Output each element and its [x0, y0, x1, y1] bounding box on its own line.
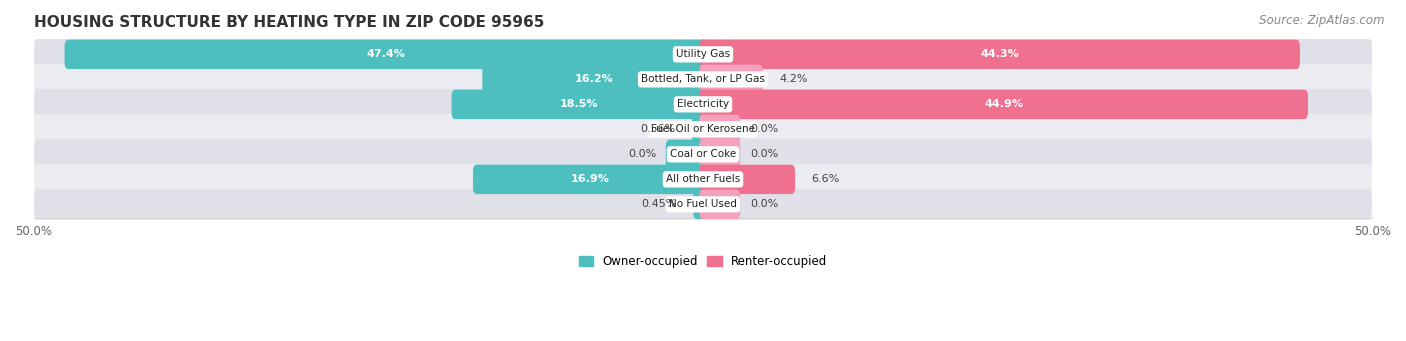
- FancyBboxPatch shape: [699, 90, 1308, 119]
- Text: 16.2%: 16.2%: [575, 74, 614, 84]
- Text: No Fuel Used: No Fuel Used: [669, 199, 737, 209]
- Text: 44.3%: 44.3%: [980, 49, 1019, 59]
- FancyBboxPatch shape: [699, 40, 1301, 69]
- Text: Utility Gas: Utility Gas: [676, 49, 730, 59]
- Text: 44.9%: 44.9%: [984, 99, 1024, 109]
- FancyBboxPatch shape: [65, 40, 707, 69]
- FancyBboxPatch shape: [699, 139, 740, 169]
- FancyBboxPatch shape: [472, 165, 707, 194]
- FancyBboxPatch shape: [34, 39, 1372, 70]
- Text: 4.2%: 4.2%: [779, 74, 808, 84]
- FancyBboxPatch shape: [699, 65, 763, 94]
- FancyBboxPatch shape: [482, 65, 707, 94]
- FancyBboxPatch shape: [34, 164, 1372, 195]
- FancyBboxPatch shape: [34, 89, 1372, 120]
- Text: 16.9%: 16.9%: [571, 174, 609, 184]
- FancyBboxPatch shape: [699, 115, 740, 144]
- Text: Bottled, Tank, or LP Gas: Bottled, Tank, or LP Gas: [641, 74, 765, 84]
- FancyBboxPatch shape: [699, 190, 740, 219]
- Text: 6.6%: 6.6%: [811, 174, 839, 184]
- FancyBboxPatch shape: [693, 190, 707, 219]
- FancyBboxPatch shape: [34, 64, 1372, 95]
- Text: All other Fuels: All other Fuels: [666, 174, 740, 184]
- Text: 0.0%: 0.0%: [628, 149, 657, 159]
- Text: 18.5%: 18.5%: [560, 99, 599, 109]
- FancyBboxPatch shape: [34, 114, 1372, 145]
- Text: Coal or Coke: Coal or Coke: [669, 149, 737, 159]
- Text: HOUSING STRUCTURE BY HEATING TYPE IN ZIP CODE 95965: HOUSING STRUCTURE BY HEATING TYPE IN ZIP…: [34, 15, 544, 30]
- FancyBboxPatch shape: [34, 139, 1372, 170]
- Text: Source: ZipAtlas.com: Source: ZipAtlas.com: [1260, 14, 1385, 27]
- Legend: Owner-occupied, Renter-occupied: Owner-occupied, Renter-occupied: [574, 251, 832, 273]
- FancyBboxPatch shape: [451, 90, 707, 119]
- FancyBboxPatch shape: [34, 189, 1372, 220]
- Text: 0.0%: 0.0%: [749, 149, 778, 159]
- Text: 0.45%: 0.45%: [641, 199, 676, 209]
- Text: 0.0%: 0.0%: [749, 199, 778, 209]
- FancyBboxPatch shape: [692, 115, 707, 144]
- Text: Electricity: Electricity: [676, 99, 730, 109]
- Text: 47.4%: 47.4%: [366, 49, 405, 59]
- FancyBboxPatch shape: [699, 165, 796, 194]
- FancyBboxPatch shape: [666, 139, 707, 169]
- Text: Fuel Oil or Kerosene: Fuel Oil or Kerosene: [651, 124, 755, 134]
- Text: 0.56%: 0.56%: [640, 124, 675, 134]
- Text: 0.0%: 0.0%: [749, 124, 778, 134]
